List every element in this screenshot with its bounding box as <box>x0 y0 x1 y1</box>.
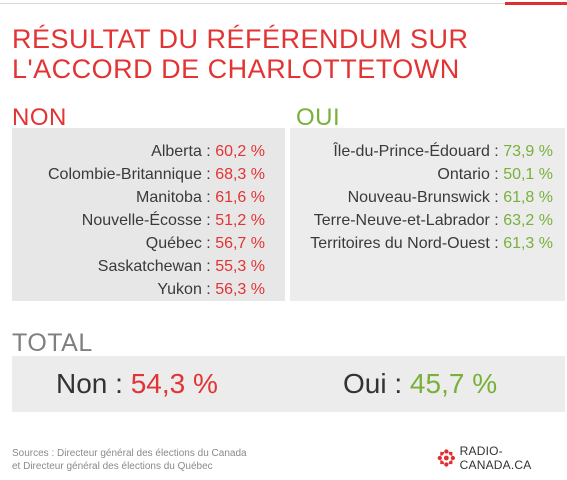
oui-row: Terre-Neuve-et-Labrador : 63,2 % <box>313 212 553 229</box>
oui-province-value: 63,2 % <box>503 212 553 229</box>
non-province-value: 56,7 % <box>215 235 265 252</box>
chart-title: RÉSULTAT DU RÉFÉRENDUM SUR L'ACCORD DE C… <box>12 24 552 84</box>
non-results-list: Alberta : 60,2 % Colombie-Britannique : 6… <box>12 128 285 301</box>
oui-row: Île-du-Prince-Édouard : 73,9 % <box>333 143 553 160</box>
non-heading: NON <box>12 104 67 131</box>
non-province-name: Yukon <box>157 281 202 298</box>
sources-line-1: Sources : Directeur général des élection… <box>12 448 247 459</box>
non-row: Québec : 56,7 % <box>145 235 265 252</box>
radio-canada-logo[interactable]: RADIO-CANADA.CA <box>437 444 567 472</box>
non-row: Alberta : 60,2 % <box>151 143 265 160</box>
non-province-name: Alberta <box>151 143 202 160</box>
non-province-value: 68,3 % <box>215 166 265 183</box>
non-province-value: 56,3 % <box>215 281 265 298</box>
oui-row: Territoires du Nord-Ouest : 61,3 % <box>310 235 553 252</box>
non-province-value: 60,2 % <box>215 143 265 160</box>
chart-title-line-1: RÉSULTAT DU RÉFÉRENDUM SUR <box>12 24 469 54</box>
oui-province-value: 50,1 % <box>503 166 553 183</box>
non-row: Manitoba : 61,6 % <box>136 189 265 206</box>
non-province-value: 51,2 % <box>215 212 265 229</box>
chart-title-line-2: L'ACCORD DE CHARLOTTETOWN <box>12 54 460 84</box>
oui-province-name: Île-du-Prince-Édouard <box>333 143 490 160</box>
oui-province-value: 61,3 % <box>503 235 553 252</box>
oui-row: Nouveau-Brunswick : 61,8 % <box>347 189 553 206</box>
non-province-name: Manitoba <box>136 189 202 206</box>
non-row: Colombie-Britannique : 68,3 % <box>47 166 265 183</box>
oui-province-value: 61,8 % <box>503 189 553 206</box>
non-province-name: Colombie-Britannique <box>47 166 202 183</box>
non-province-name: Saskatchewan <box>97 258 202 275</box>
oui-results-panel: Île-du-Prince-Édouard : 73,9 % Ontario : … <box>290 128 565 301</box>
total-oui: Oui : 45,7 % <box>343 368 498 399</box>
non-province-value: 61,6 % <box>215 189 265 206</box>
non-row: Nouvelle-Écosse : 51,2 % <box>81 212 265 229</box>
radio-canada-gem-icon <box>437 449 456 467</box>
non-row: Yukon : 56,3 % <box>157 281 265 298</box>
non-province-name: Québec <box>145 235 202 252</box>
total-oui-value: 45,7 % <box>409 368 498 399</box>
oui-province-name: Nouveau-Brunswick <box>347 189 490 206</box>
total-non-value: 54,3 % <box>130 368 218 399</box>
oui-province-name: Territoires du Nord-Ouest <box>310 235 490 252</box>
oui-results-list: Île-du-Prince-Édouard : 73,9 % Ontario : … <box>290 128 565 255</box>
top-divider <box>0 3 567 4</box>
oui-province-name: Terre-Neuve-et-Labrador <box>313 212 490 229</box>
total-oui-label: Oui <box>343 368 387 399</box>
top-accent-bar <box>505 2 567 5</box>
radio-canada-logo-text: RADIO-CANADA.CA <box>459 444 532 472</box>
oui-province-value: 73,9 % <box>503 143 553 160</box>
non-row: Saskatchewan : 55,3 % <box>97 258 265 275</box>
sources-line-2: et Directeur général des élections du Qu… <box>12 461 213 472</box>
non-province-value: 55,3 % <box>215 258 265 275</box>
sources-note: Sources : Directeur général des élection… <box>12 447 247 473</box>
oui-heading: OUI <box>296 104 341 131</box>
non-results-panel: Alberta : 60,2 % Colombie-Britannique : 6… <box>12 128 285 301</box>
total-heading: TOTAL <box>12 329 93 357</box>
oui-row: Ontario : 50,1 % <box>437 166 553 183</box>
oui-province-name: Ontario <box>437 166 490 183</box>
total-non: Non : 54,3 % <box>56 368 218 399</box>
non-province-name: Nouvelle-Écosse <box>81 212 202 229</box>
total-panel: Non : 54,3 % Oui : 45,7 % <box>12 356 565 412</box>
total-non-label: Non <box>56 368 108 399</box>
